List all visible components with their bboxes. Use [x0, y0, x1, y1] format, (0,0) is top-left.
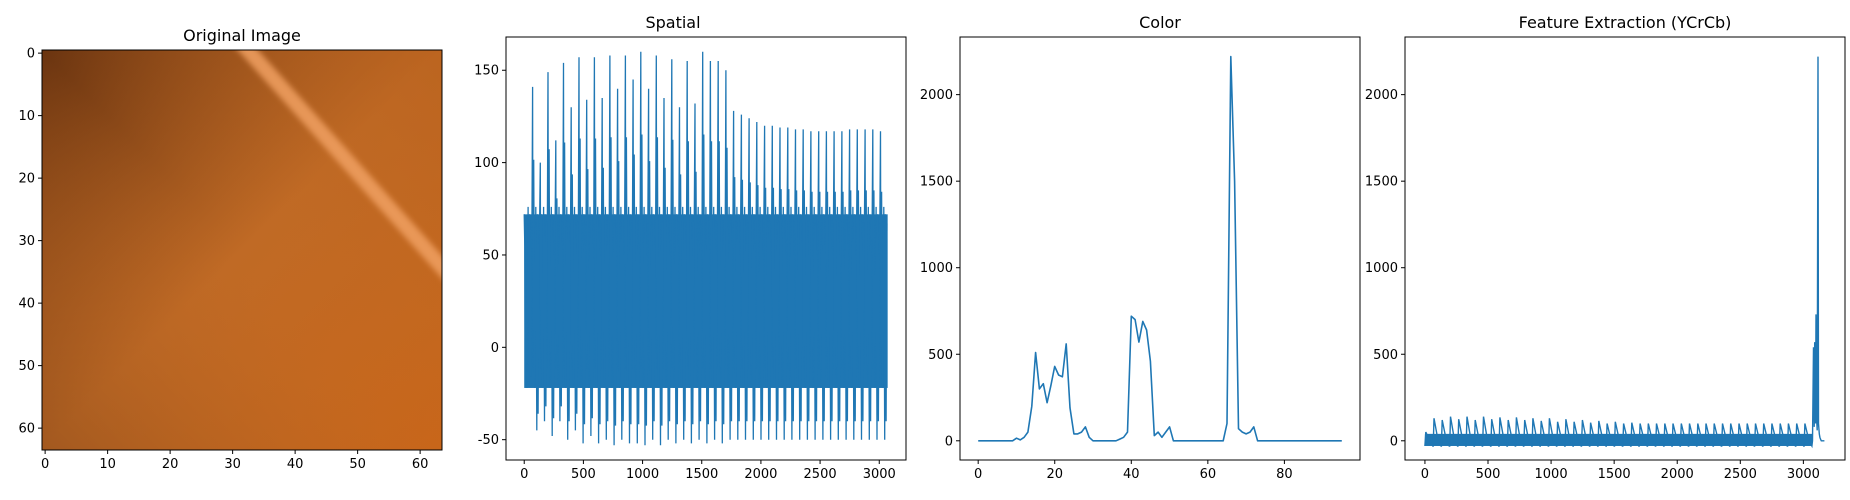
plot-area	[978, 55, 1342, 442]
image-tint	[42, 50, 442, 450]
y-tick-label: 2000	[1365, 88, 1398, 103]
x-tick-label: 40	[287, 457, 304, 472]
axes-frame	[1404, 36, 1846, 461]
chart-title: Color	[1139, 13, 1181, 32]
y-tick-label: 100	[474, 156, 499, 171]
panel-feature-extraction: Feature Extraction (YCrCb) 0 500 1000 1500 2…	[1365, 13, 1846, 482]
plot-area	[523, 51, 888, 446]
axes: 0 10 20 30 40 50 60 0 10 20 30 40 50 60	[18, 47, 443, 472]
axes: 0 20 40 60 80 0 500 1000 1500 2000	[920, 36, 1361, 482]
y-tick-label: 50	[18, 359, 35, 374]
y-tick-label: 1000	[1365, 261, 1398, 276]
x-tick-label: 0	[974, 467, 982, 482]
image-stripe	[237, 50, 442, 279]
series-line	[1424, 56, 1825, 449]
y-tick-label: 2000	[920, 88, 953, 103]
x-tick-label: 3000	[863, 467, 896, 482]
plot-area	[1424, 56, 1825, 449]
x-tick-label: 80	[1276, 467, 1293, 482]
series-line	[523, 51, 888, 446]
panel-color: Color 0 20 40 60 80 0 500 1000 1500 2000	[920, 13, 1361, 482]
panel-original-image: Original Image 0 10 20 30 40 50 60 0 10 20 30 40 50 6…	[18, 26, 443, 472]
axes-frame	[41, 49, 443, 451]
x-tick-label: 500	[571, 467, 596, 482]
x-tick-label: 3000	[1787, 467, 1820, 482]
x-tick-label: 0	[1421, 467, 1429, 482]
y-tick-label: 500	[928, 348, 953, 363]
panel-spatial: Spatial 0 500 1000 1500 2000 2500 3000 -50 0 50 10…	[474, 13, 907, 482]
axes-frame	[505, 36, 907, 461]
y-tick-label: 50	[482, 248, 499, 263]
x-tick-label: 2000	[1661, 467, 1694, 482]
x-tick-label: 1500	[1598, 467, 1631, 482]
x-tick-label: 30	[224, 457, 241, 472]
y-tick-label: 40	[18, 297, 35, 312]
chart-title: Original Image	[183, 26, 301, 45]
axes-frame	[959, 36, 1361, 461]
axes: 0 500 1000 1500 2000 2500 3000 0 500 1000 1500 2000	[1365, 36, 1846, 482]
y-tick-label: 30	[18, 234, 35, 249]
x-tick-label: 2500	[804, 467, 837, 482]
y-tick-label: 10	[18, 109, 35, 124]
y-tick-label: 500	[1373, 348, 1398, 363]
y-tick-label: 1500	[920, 175, 953, 190]
y-tick-label: 0	[1390, 434, 1398, 449]
y-tick-label: 150	[474, 64, 499, 79]
x-tick-label: 60	[1200, 467, 1217, 482]
x-tick-label: 60	[412, 457, 429, 472]
x-tick-label: 2000	[744, 467, 777, 482]
x-tick-label: 1000	[1535, 467, 1568, 482]
y-tick-label: 0	[27, 47, 35, 62]
x-tick-label: 40	[1123, 467, 1140, 482]
x-tick-label: 0	[41, 457, 49, 472]
y-tick-label: 0	[945, 434, 953, 449]
x-tick-label: 20	[162, 457, 179, 472]
axes: 0 500 1000 1500 2000 2500 3000 -50 0 50 100 150	[474, 36, 907, 482]
y-tick-label: 1000	[920, 261, 953, 276]
x-tick-label: 10	[99, 457, 116, 472]
x-tick-label: 50	[349, 457, 366, 472]
y-tick-label: -50	[478, 433, 499, 448]
y-tick-label: 20	[18, 172, 35, 187]
y-tick-label: 60	[18, 422, 35, 437]
series-line	[978, 55, 1342, 442]
x-tick-label: 500	[1476, 467, 1501, 482]
x-tick-label: 1500	[685, 467, 718, 482]
chart-title: Spatial	[645, 13, 700, 32]
x-tick-label: 2500	[1724, 467, 1757, 482]
x-tick-label: 1000	[626, 467, 659, 482]
x-tick-label: 0	[520, 467, 528, 482]
chart-title: Feature Extraction (YCrCb)	[1519, 13, 1732, 32]
y-tick-label: 0	[491, 341, 499, 356]
x-tick-label: 20	[1046, 467, 1063, 482]
y-tick-label: 1500	[1365, 175, 1398, 190]
